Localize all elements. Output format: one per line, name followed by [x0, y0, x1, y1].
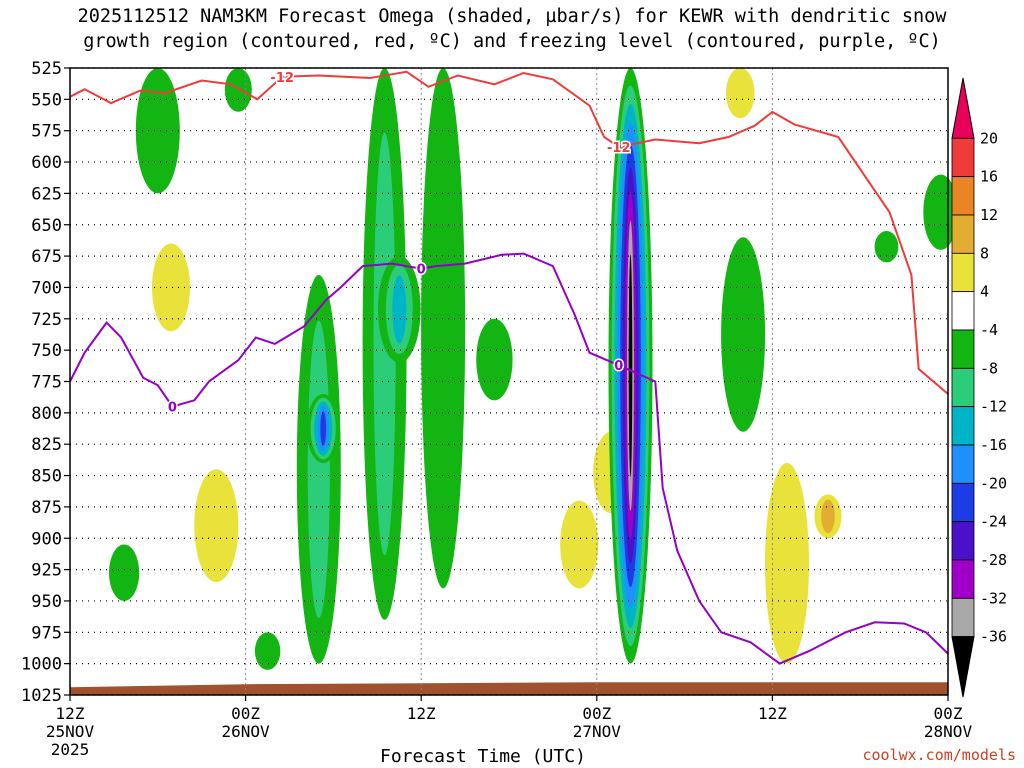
y-tick-label: 975	[31, 623, 62, 643]
colorbar-segment	[951, 214, 975, 254]
watermark: coolwx.com/models	[862, 746, 1016, 764]
chart-title-line2: growth region (contoured, red, ºC) and f…	[83, 31, 941, 52]
colorbar-segment	[951, 444, 975, 484]
omega-region-yellow-900-mid	[560, 500, 599, 589]
freezing-level-contour	[69, 252, 949, 665]
x-tick-label: 00Z	[231, 704, 260, 723]
x-tick-label: 25NOV	[46, 722, 95, 741]
omega-region-omega-max-column	[628, 254, 633, 477]
x-tick-label: 00Z	[582, 704, 611, 723]
colorbar-label: -4	[980, 321, 998, 339]
y-tick-label: 700	[31, 278, 62, 298]
y-tick-label: 775	[31, 373, 62, 393]
y-tick-label: 925	[31, 561, 62, 581]
omega-region-left-low-green	[109, 544, 140, 601]
omega-region-yellow-700	[152, 243, 190, 332]
colorbar-label: -32	[980, 589, 1007, 607]
y-tick-label: 550	[31, 90, 62, 110]
x-tick-label: 12Z	[758, 704, 787, 723]
colorbar-label: 20	[980, 129, 998, 147]
omega-region-green-col-18Z	[307, 320, 330, 619]
colorbar-segment	[951, 329, 975, 369]
colorbar-label: -36	[980, 628, 1007, 646]
colorbar-label: -12	[980, 398, 1007, 416]
contour-layer: -12 -12 0 0 0	[69, 69, 949, 665]
omega-region-yellow-900	[194, 469, 239, 583]
y-tick-label: 1000	[21, 655, 62, 675]
y-tick-label: 600	[31, 153, 62, 173]
y-tick-label: 575	[31, 122, 62, 142]
y-tick-label: 625	[31, 184, 62, 204]
dendritic-contour-label: -12	[270, 71, 294, 86]
y-tick-label: 875	[31, 498, 62, 518]
colorbar-segment	[951, 406, 975, 446]
omega-region-green-1000-left	[254, 632, 281, 670]
colorbar-top-arrow	[951, 77, 975, 139]
y-tick-label: 825	[31, 435, 62, 455]
colorbar: 20 16 12 8 4 -4 -8 -12 -16 -20 -24 -28 -32 -36	[951, 77, 1007, 698]
x-tick-label: 28NOV	[924, 722, 973, 741]
y-tick-label: 675	[31, 247, 62, 267]
omega-region-yellow-upper-right	[725, 68, 755, 119]
omega-region-early-mid-green	[135, 68, 180, 194]
terrain-ground	[70, 682, 948, 695]
colorbar-segment	[951, 521, 975, 561]
x-axis-title: Forecast Time (UTC)	[380, 746, 586, 767]
colorbar-label: -16	[980, 436, 1007, 454]
colorbar-label: 12	[980, 206, 998, 224]
y-tick-label: 950	[31, 592, 62, 612]
colorbar-segment	[951, 176, 975, 216]
colorbar-segment	[951, 137, 975, 178]
omega-fill-layer	[109, 68, 959, 670]
axis-layer: 525 550 575 600 625 650 675 700 725 750 775 800 825 8…	[21, 59, 972, 759]
omega-region-green-right	[721, 237, 766, 432]
colorbar-label: 4	[980, 283, 989, 301]
colorbar-segment	[951, 291, 975, 331]
omega-region-green-col-12Z	[421, 68, 466, 589]
colorbar-segment	[951, 597, 975, 638]
colorbar-segment	[951, 559, 975, 599]
freezing-level-contour-label: 0	[614, 359, 623, 374]
dendritic-contour-label: -12	[607, 141, 631, 156]
freezing-level-contour-label: 0	[417, 263, 426, 278]
x-tick-label: 12Z	[407, 704, 436, 723]
omega-region-left-upper-green	[224, 68, 252, 112]
y-tick-label: 850	[31, 467, 62, 487]
omega-region-blue-core-18Z	[320, 411, 327, 446]
colorbar-segment	[951, 252, 975, 293]
colorbar-bottom-arrow	[951, 636, 975, 698]
grid-layer	[70, 67, 948, 696]
colorbar-label: -28	[980, 551, 1007, 569]
omega-region-green-col-14Z	[476, 318, 513, 401]
omega-region-green-far-right	[923, 174, 959, 250]
colorbar-label: 8	[980, 244, 989, 262]
y-tick-label: 1025	[21, 686, 62, 706]
y-tick-label: 900	[31, 529, 62, 549]
y-tick-label: 525	[31, 59, 62, 79]
x-tick-label: 12Z	[56, 704, 85, 723]
terrain-layer	[70, 682, 948, 695]
freezing-level-contour-label: 0	[168, 401, 177, 416]
y-tick-label: 725	[31, 310, 62, 330]
omega-region-yellow-surface-right	[765, 463, 809, 664]
dendritic-contour	[69, 70, 949, 395]
colorbar-label: -8	[980, 359, 998, 377]
colorbar-segment	[951, 482, 975, 523]
x-tick-label: 27NOV	[573, 722, 622, 741]
y-tick-label: 750	[31, 341, 62, 361]
omega-region-green-ridge-right	[874, 231, 899, 263]
omega-region-blue-core-23Z	[392, 275, 407, 344]
x-tick-label: 26NOV	[222, 722, 271, 741]
chart-title-line1: 2025112512 NAM3KM Forecast Omega (shaded…	[77, 6, 947, 27]
x-tick-label: 00Z	[934, 704, 963, 723]
omega-region-orange-core	[821, 499, 835, 534]
y-tick-label: 650	[31, 216, 62, 236]
colorbar-segment	[951, 367, 975, 408]
colorbar-label: 16	[980, 168, 998, 186]
x-tick-label: 2025	[51, 740, 90, 759]
colorbar-label: -20	[980, 474, 1007, 492]
colorbar-label: -24	[980, 513, 1007, 531]
y-tick-label: 800	[31, 404, 62, 424]
